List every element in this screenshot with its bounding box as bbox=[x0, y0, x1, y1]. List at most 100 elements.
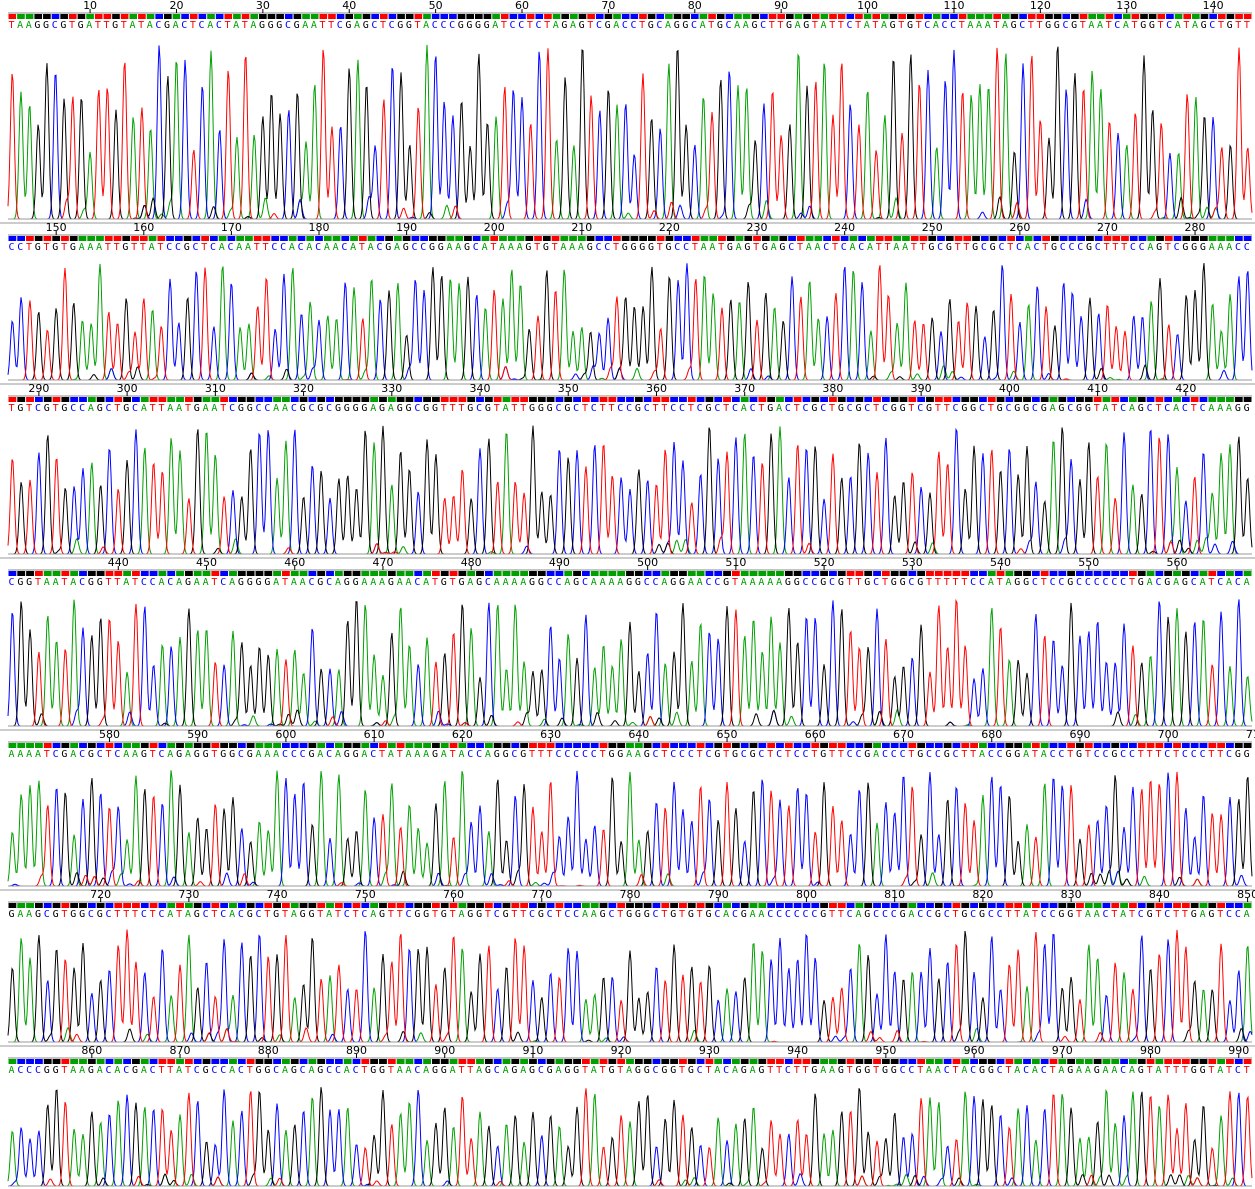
base: C bbox=[873, 577, 879, 588]
quality-bar bbox=[767, 903, 775, 908]
base: G bbox=[1086, 242, 1092, 253]
base: T bbox=[661, 909, 667, 920]
quality-bar bbox=[106, 1059, 114, 1064]
quality-bar bbox=[1147, 571, 1155, 576]
base: T bbox=[608, 403, 614, 414]
base: C bbox=[106, 909, 112, 920]
base: C bbox=[591, 749, 597, 760]
quality-bar bbox=[1208, 397, 1216, 402]
base: C bbox=[420, 242, 426, 253]
quality-bar bbox=[997, 743, 1005, 748]
base: G bbox=[361, 403, 367, 414]
quality-bar bbox=[596, 14, 604, 19]
quality-bar bbox=[1217, 743, 1225, 748]
tick-label: 170 bbox=[221, 221, 242, 234]
base: C bbox=[855, 749, 861, 760]
base: G bbox=[403, 242, 409, 253]
base: G bbox=[70, 242, 76, 253]
quality-bar bbox=[556, 397, 564, 402]
quality-bar bbox=[475, 14, 483, 19]
quality-bar bbox=[26, 236, 34, 241]
quality-bar bbox=[864, 397, 872, 402]
quality-bar bbox=[175, 236, 183, 241]
quality-bar bbox=[203, 743, 211, 748]
base: T bbox=[718, 242, 724, 253]
base: A bbox=[988, 577, 994, 588]
base: G bbox=[370, 1065, 376, 1076]
quality-bar bbox=[538, 571, 546, 576]
quality-bar bbox=[122, 236, 130, 241]
quality-bar bbox=[379, 571, 387, 576]
base: G bbox=[184, 242, 190, 253]
base: C bbox=[882, 749, 888, 760]
base: G bbox=[1182, 242, 1188, 253]
base: A bbox=[450, 1065, 456, 1076]
base: C bbox=[547, 909, 553, 920]
quality-bar bbox=[1155, 1059, 1163, 1064]
quality-bar bbox=[1104, 236, 1112, 241]
tick-label: 210 bbox=[571, 221, 592, 234]
base: T bbox=[1157, 20, 1163, 31]
quality-bar bbox=[723, 1059, 731, 1064]
quality-bar bbox=[247, 903, 255, 908]
quality-bar bbox=[503, 903, 511, 908]
quality-bar bbox=[242, 14, 250, 19]
quality-bar bbox=[864, 571, 872, 576]
quality-bar bbox=[661, 397, 669, 402]
quality-bar bbox=[538, 397, 546, 402]
base: C bbox=[9, 577, 15, 588]
quality-bar bbox=[1157, 14, 1165, 19]
base: A bbox=[771, 242, 777, 253]
quality-bar bbox=[1042, 236, 1050, 241]
tick-label: 250 bbox=[922, 221, 943, 234]
base: T bbox=[587, 20, 593, 31]
quality-bar bbox=[917, 903, 925, 908]
quality-bar bbox=[300, 903, 308, 908]
quality-bar bbox=[1191, 1059, 1199, 1064]
quality-bar bbox=[626, 571, 634, 576]
quality-bar bbox=[247, 397, 255, 402]
quality-bar bbox=[785, 571, 793, 576]
quality-bar bbox=[769, 14, 777, 19]
quality-bar bbox=[379, 1059, 387, 1064]
quality-bar bbox=[518, 14, 526, 19]
base: C bbox=[1103, 909, 1109, 920]
base: G bbox=[1058, 909, 1064, 920]
quality-bar bbox=[928, 236, 936, 241]
base: T bbox=[767, 749, 773, 760]
quality-bar bbox=[979, 903, 987, 908]
base: T bbox=[970, 749, 976, 760]
quality-bar bbox=[344, 1059, 352, 1064]
base: T bbox=[211, 909, 217, 920]
base: T bbox=[953, 1065, 959, 1076]
quality-bar bbox=[885, 236, 893, 241]
quality-bar bbox=[300, 397, 308, 402]
quality-bar bbox=[388, 903, 396, 908]
base: C bbox=[476, 749, 482, 760]
quality-bar bbox=[838, 571, 846, 576]
base: C bbox=[573, 749, 579, 760]
quality-bar bbox=[406, 743, 414, 748]
base: A bbox=[70, 577, 76, 588]
tick-label: 200 bbox=[484, 221, 505, 234]
base: T bbox=[953, 909, 959, 920]
quality-bar bbox=[850, 236, 858, 241]
quality-bar bbox=[600, 903, 608, 908]
base: A bbox=[499, 242, 505, 253]
quality-bar bbox=[570, 14, 578, 19]
quality-bar bbox=[315, 236, 323, 241]
base: T bbox=[247, 1065, 253, 1076]
quality-bar bbox=[379, 903, 387, 908]
tick-label: 350 bbox=[558, 382, 579, 395]
quality-bar bbox=[264, 743, 272, 748]
quality-bar bbox=[344, 743, 352, 748]
quality-bar bbox=[1060, 236, 1068, 241]
base: T bbox=[242, 20, 248, 31]
quality-bar bbox=[582, 903, 590, 908]
base: T bbox=[282, 577, 288, 588]
quality-bar bbox=[291, 743, 299, 748]
quality-bar bbox=[723, 571, 731, 576]
quality-bar bbox=[320, 14, 328, 19]
base: A bbox=[229, 909, 235, 920]
base: T bbox=[529, 749, 535, 760]
